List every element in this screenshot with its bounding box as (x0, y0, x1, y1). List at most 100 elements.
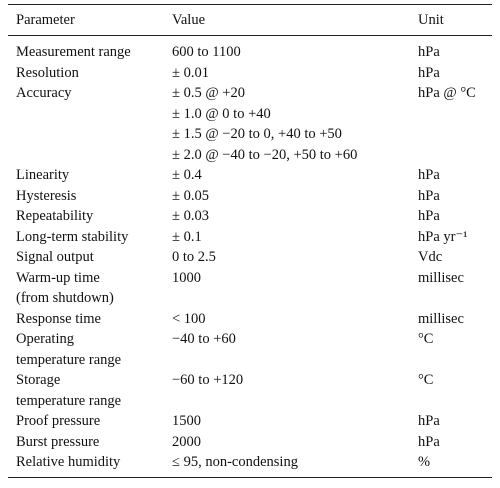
value-line: ± 1.5 @ −20 to 0, +40 to +50 (172, 126, 342, 142)
parameter-line: Warm-up time (16, 269, 100, 286)
value-line: ± 0.03 (172, 208, 209, 224)
value-line: ± 0.5 @ +20 (172, 85, 245, 101)
parameter-cell: Burst pressure (8, 432, 172, 453)
parameter-cell: Response time (8, 309, 172, 330)
table-row: Hysteresis ± 0.05 hPa (8, 186, 492, 207)
parameter-line: Repeatability (16, 208, 94, 224)
value-line: ± 0.05 (172, 187, 209, 204)
table-container: Parameter Value Unit Measurement range 60… (8, 4, 492, 478)
table-body: Measurement range 600 to 1100 hPa Resolutio… (8, 36, 492, 478)
parameter-line: Response time (16, 310, 101, 327)
value-cell: ± 0.4 (172, 165, 418, 186)
unit-cell: hPa (418, 432, 492, 453)
unit-cell: °C (418, 370, 492, 411)
parameter-cell: Hysteresis (8, 186, 172, 207)
parameter-cell: Accuracy (8, 83, 172, 165)
table-row: Burst pressure 2000 hPa (8, 432, 492, 453)
table-row: Storage temperature range −60 to +120 °C (8, 370, 492, 411)
parameter-cell: Long-term stability (8, 227, 172, 248)
parameter-line: Resolution (16, 64, 79, 81)
value-cell: ≤ 95, non-condensing (172, 452, 418, 477)
unit-line: hPa (418, 208, 440, 224)
value-line: ± 0.01 (172, 64, 209, 81)
value-cell: ± 0.03 (172, 206, 418, 227)
unit-cell: Vdc (418, 247, 492, 268)
value-line: ≤ 95, non-condensing (172, 454, 298, 470)
value-cell: −40 to +60 (172, 329, 418, 370)
parameter-line: Accuracy (16, 85, 72, 101)
table-row: Signal output 0 to 2.5 Vdc (8, 247, 492, 268)
parameter-line: Storage (16, 372, 61, 388)
unit-line: hPa (418, 44, 440, 60)
parameter-cell: Proof pressure (8, 411, 172, 432)
header-row: Parameter Value Unit (8, 4, 492, 36)
header-cell: Parameter (8, 4, 172, 36)
unit-line: °C (418, 331, 434, 347)
spec-table: Parameter Value Unit Measurement range 60… (8, 4, 492, 478)
unit-line: % (418, 454, 431, 470)
value-cell: ± 0.5 @ +20 ± 1.0 @ 0 to +40 ± 1.5 @ −20 t… (172, 83, 418, 165)
parameter-line: Burst pressure (16, 433, 100, 450)
unit-cell: hPa (418, 206, 492, 227)
parameter-line: Measurement range (16, 44, 131, 60)
unit-cell: millisec (418, 309, 492, 330)
table-row: Resolution ± 0.01 hPa (8, 63, 492, 84)
value-cell: 600 to 1100 (172, 36, 418, 63)
parameter-cell: Operating temperature range (8, 329, 172, 370)
table-row: Warm-up time (from shutdown) 1000 millisec (8, 268, 492, 309)
unit-cell: millisec (418, 268, 492, 309)
table-row: Relative humidity ≤ 95, non-condensing% (8, 452, 492, 477)
parameter-line: temperature range (16, 351, 122, 368)
value-cell: ± 0.05 (172, 186, 418, 207)
value-line: < 100 (172, 310, 206, 327)
unit-cell: hPa (418, 36, 492, 63)
unit-line: hPa (418, 433, 440, 450)
parameter-cell: Relative humidity (8, 452, 172, 477)
value-line: ± 1.0 @ 0 to +40 (172, 105, 271, 122)
value-cell: < 100 (172, 309, 418, 330)
value-line: 0 to 2.5 (172, 249, 216, 265)
parameter-cell: Signal output (8, 247, 172, 268)
table-row: Proof pressure 1500 hPa (8, 411, 492, 432)
value-cell: 1000 (172, 268, 418, 309)
value-cell: −60 to +120 (172, 370, 418, 411)
value-line: 2000 (172, 433, 201, 450)
table-row: Linearity ± 0.4 hPa (8, 165, 492, 186)
parameter-line: temperature range (16, 392, 122, 409)
unit-line: millisec (418, 310, 464, 327)
parameter-cell: Storage temperature range (8, 370, 172, 411)
table-row: Long-term stability ± 0.1 hPa yr⁻¹ (8, 227, 492, 248)
table-row: Repeatability ± 0.03 hPa (8, 206, 492, 227)
unit-line: Vdc (418, 249, 443, 265)
value-line: −40 to +60 (172, 331, 236, 347)
value-cell: 2000 (172, 432, 418, 453)
table-row: Measurement range 600 to 1100 hPa (8, 36, 492, 63)
unit-cell: hPa (418, 165, 492, 186)
unit-line: hPa (418, 413, 440, 429)
parameter-line: (from shutdown) (16, 290, 114, 306)
value-cell: 1500 (172, 411, 418, 432)
unit-cell: hPa (418, 411, 492, 432)
parameter-cell: Linearity (8, 165, 172, 186)
table-row: Operating temperature range −40 to +60 °C (8, 329, 492, 370)
unit-line: °C (418, 372, 434, 388)
value-line: ± 0.4 (172, 167, 202, 183)
parameter-line: Relative humidity (16, 454, 121, 470)
parameter-cell: Repeatability (8, 206, 172, 227)
value-line: ± 2.0 @ −40 to −20, +50 to +60 (172, 146, 358, 163)
value-cell: ± 0.1 (172, 227, 418, 248)
unit-line: hPa (418, 64, 440, 81)
unit-line: hPa (418, 167, 440, 183)
value-line: ± 0.1 (172, 228, 202, 245)
header-cell: Unit (418, 4, 492, 36)
value-line: 600 to 1100 (172, 44, 241, 60)
parameter-line: Hysteresis (16, 187, 77, 204)
table-row: Accuracy ± 0.5 @ +20 ± 1.0 @ 0 to +40 ± 1.5… (8, 83, 492, 165)
unit-line: millisec (418, 269, 464, 286)
value-line: 1000 (172, 269, 201, 286)
unit-cell: % (418, 452, 492, 477)
value-line: −60 to +120 (172, 372, 244, 388)
unit-line: hPa @ °C (418, 85, 476, 101)
value-cell: 0 to 2.5 (172, 247, 418, 268)
header-cell: Value (172, 4, 418, 36)
